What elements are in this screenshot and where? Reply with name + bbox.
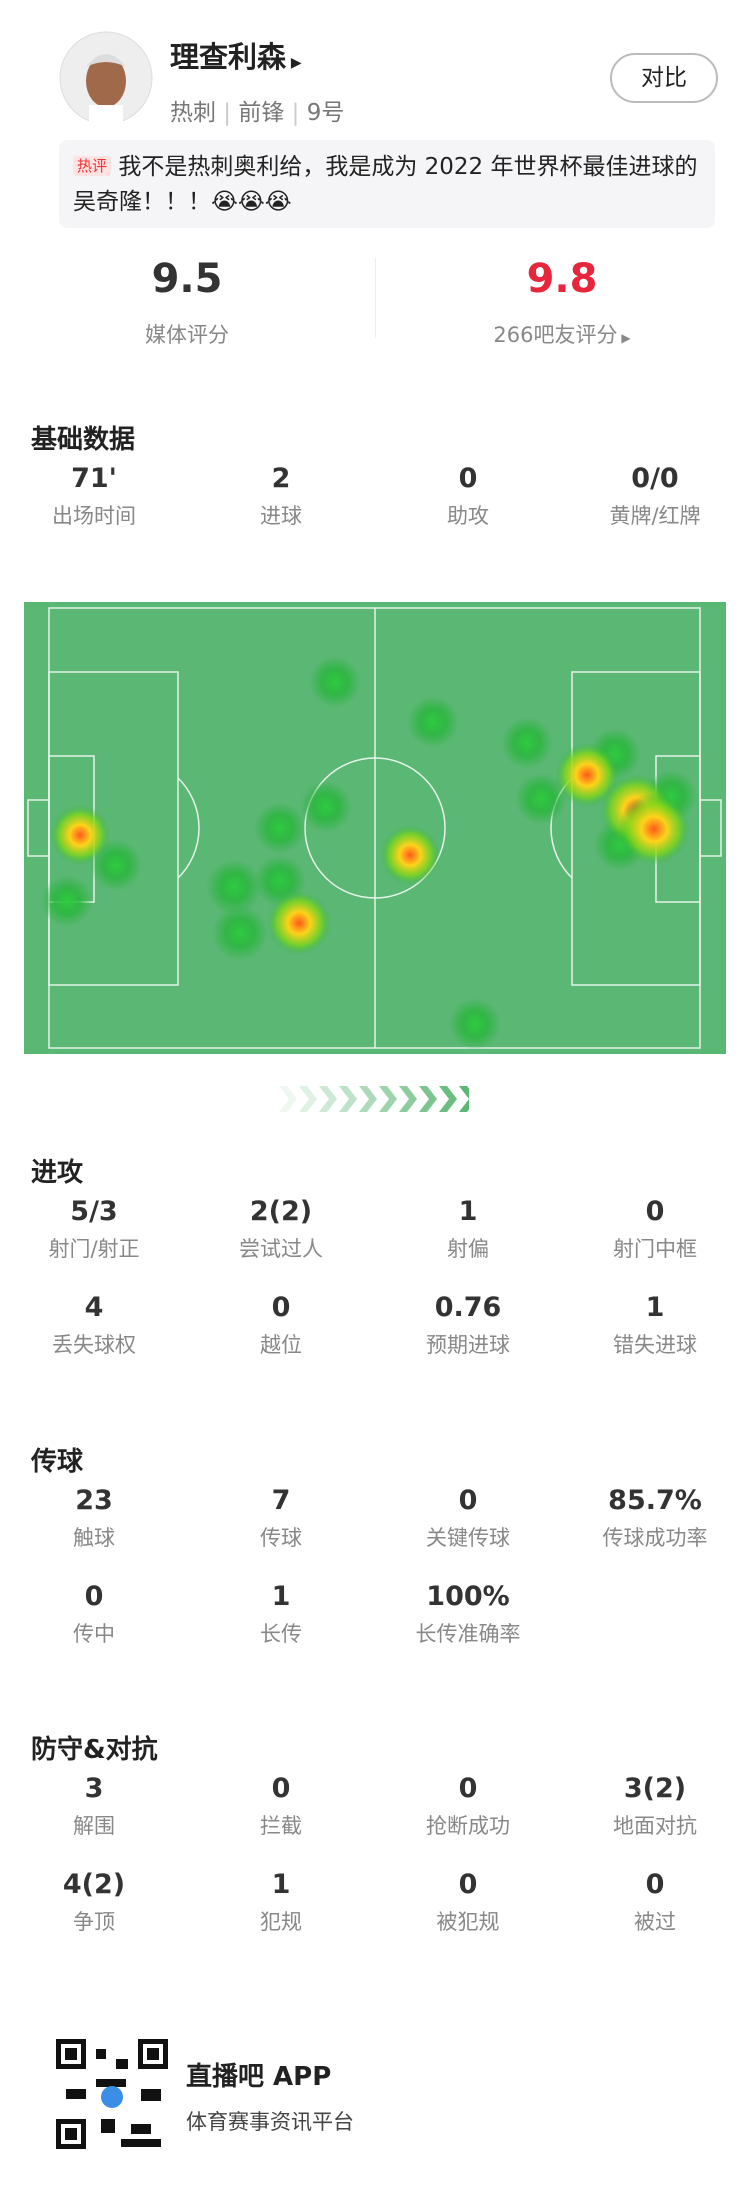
divider bbox=[375, 258, 376, 338]
stat-value: 4 bbox=[84, 1292, 104, 1323]
stat-label: 关键传球 bbox=[426, 1526, 510, 1550]
stat-label: 拦截 bbox=[260, 1814, 302, 1838]
media-rating: 9.5 bbox=[151, 256, 223, 302]
badge: 热评 bbox=[73, 156, 112, 176]
stat-label: 黄牌/红牌 bbox=[609, 504, 701, 528]
player-tags: 热刺 | 前锋 | 9号 bbox=[170, 100, 345, 126]
stat-label: 错失进球 bbox=[613, 1333, 697, 1357]
stat-value: 1 bbox=[271, 1869, 291, 1900]
stat-value: 23 bbox=[75, 1485, 113, 1516]
stat-value: 0.76 bbox=[434, 1292, 502, 1323]
stat-label: 被过 bbox=[634, 1910, 676, 1934]
stat-value: 1 bbox=[458, 1196, 478, 1227]
position: 前锋 bbox=[238, 100, 285, 126]
comment-text: 我不是热刺奥利给，我是成为 2022 年世界杯最佳进球的吴奇隆！！！😭😭😭 bbox=[73, 154, 698, 215]
stat-label: 尝试过人 bbox=[239, 1237, 323, 1261]
stat-value: 0 bbox=[645, 1869, 665, 1900]
stat-label: 射门/射正 bbox=[48, 1237, 140, 1261]
stat-value: 1 bbox=[645, 1292, 665, 1323]
fans-rating: 9.8 bbox=[526, 256, 598, 302]
name: 理查利森 bbox=[170, 40, 287, 74]
stat-label: 抢断成功 bbox=[426, 1814, 510, 1838]
stat-value: 3(2) bbox=[623, 1773, 687, 1804]
stat-value: 4(2) bbox=[62, 1869, 126, 1900]
stat-label: 射门中框 bbox=[613, 1237, 697, 1261]
stat-label: 被犯规 bbox=[436, 1910, 500, 1934]
stat-value: 100% bbox=[426, 1581, 510, 1612]
stat-value: 71' bbox=[71, 463, 117, 494]
stat-value: 0 bbox=[458, 1773, 478, 1804]
stat-label: 丢失球权 bbox=[52, 1333, 136, 1357]
stat-label: 助攻 bbox=[447, 504, 489, 528]
stat-label: 越位 bbox=[260, 1333, 302, 1357]
heatmap bbox=[24, 602, 726, 1054]
stat-label: 长传准确率 bbox=[415, 1622, 521, 1646]
section-title: 传球 bbox=[31, 1447, 84, 1477]
stat-label: 传球成功率 bbox=[602, 1526, 708, 1550]
qr-code bbox=[56, 2039, 168, 2149]
number: 9号 bbox=[306, 100, 345, 126]
hot-comment: 热评 我不是热刺奥利给，我是成为 2022 年世界杯最佳进球的吴奇隆！！！😭😭😭 bbox=[59, 140, 715, 228]
fans-rating-link[interactable]: 266吧友评分 ▶ bbox=[493, 323, 631, 347]
stat-label: 犯规 bbox=[260, 1910, 302, 1934]
stat-value: 3 bbox=[84, 1773, 104, 1804]
app-slogan: 体育赛事资讯平台 bbox=[186, 2110, 354, 2134]
stat-value: 0 bbox=[458, 463, 478, 494]
chevrons bbox=[279, 1086, 469, 1112]
stat-value: 0/0 bbox=[631, 463, 679, 494]
stat-value: 0 bbox=[458, 1485, 478, 1516]
player-name[interactable]: 理查利森 ▶ bbox=[170, 40, 302, 74]
stat-value: 85.7% bbox=[608, 1485, 702, 1516]
stat-value: 2(2) bbox=[249, 1196, 313, 1227]
heat-spots bbox=[41, 656, 697, 1050]
stat-value: 0 bbox=[271, 1773, 291, 1804]
stat-label: 争顶 bbox=[73, 1910, 115, 1934]
stat-label: 射偏 bbox=[447, 1237, 489, 1261]
stat-value: 7 bbox=[271, 1485, 291, 1516]
stat-label: 预期进球 bbox=[426, 1333, 510, 1357]
section-title: 进攻 bbox=[31, 1158, 84, 1188]
app-name: 直播吧 APP bbox=[186, 2062, 332, 2092]
stat-label: 触球 bbox=[73, 1526, 115, 1550]
stat-label: 地面对抗 bbox=[613, 1814, 697, 1838]
stat-label: 进球 bbox=[260, 504, 302, 528]
media-rating-label: 媒体评分 bbox=[145, 323, 229, 347]
compare-button[interactable]: 对比 bbox=[610, 53, 718, 103]
section-title: 防守&对抗 bbox=[31, 1735, 158, 1765]
stat-label: 传中 bbox=[73, 1622, 115, 1646]
stat-value: 0 bbox=[645, 1196, 665, 1227]
fans-rating-label: 266吧友评分 bbox=[493, 323, 618, 347]
section-title: 基础数据 bbox=[31, 425, 136, 455]
stat-value: 0 bbox=[271, 1292, 291, 1323]
team: 热刺 bbox=[170, 100, 216, 126]
stat-label: 解围 bbox=[73, 1814, 115, 1838]
stat-value: 0 bbox=[458, 1869, 478, 1900]
avatar bbox=[59, 31, 153, 125]
stat-label: 出场时间 bbox=[52, 504, 136, 528]
stat-value: 0 bbox=[84, 1581, 104, 1612]
stat-label: 传球 bbox=[260, 1526, 302, 1550]
stat-value: 1 bbox=[271, 1581, 291, 1612]
stat-value: 5/3 bbox=[70, 1196, 118, 1227]
stat-value: 2 bbox=[271, 463, 291, 494]
stat-label: 长传 bbox=[260, 1622, 302, 1646]
